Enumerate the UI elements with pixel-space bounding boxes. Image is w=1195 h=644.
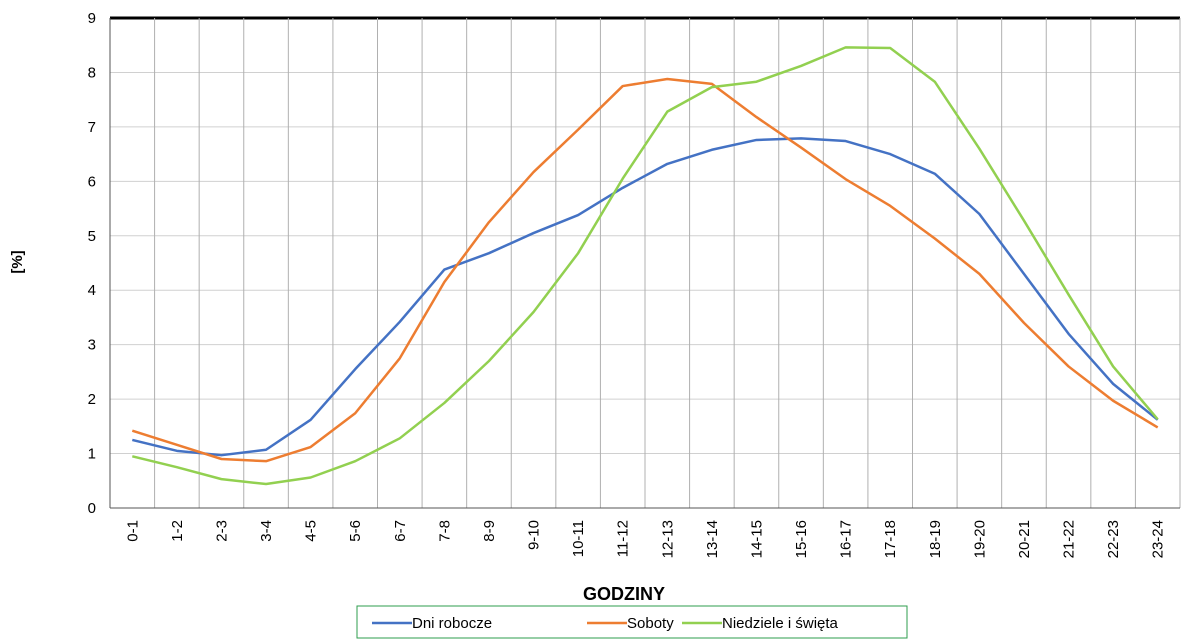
x-tick-label: 19-20 [971, 520, 988, 558]
x-tick-label: 21-22 [1061, 520, 1078, 558]
x-tick-label: 23-24 [1150, 520, 1167, 558]
x-tick-label: 5-6 [347, 520, 364, 542]
x-tick-label: 22-23 [1105, 520, 1122, 558]
series-line [131, 137, 1159, 457]
legend-label: Niedziele i święta [722, 615, 839, 632]
x-tick-label: 8-9 [481, 520, 498, 542]
x-tick-label: 11-12 [615, 520, 632, 557]
x-tick-label: 15-16 [793, 520, 810, 558]
series-line [131, 77, 1159, 463]
x-tick-label: 4-5 [303, 520, 320, 542]
x-tick-label: 13-14 [704, 520, 721, 558]
x-tick-label: 2-3 [213, 520, 230, 542]
legend-box [356, 605, 908, 639]
series-line [131, 46, 1159, 486]
x-axis-title: GODZINY [583, 584, 665, 604]
y-tick-label: 6 [88, 173, 96, 190]
x-tick-label: 20-21 [1016, 520, 1033, 558]
legend-label: Soboty [627, 615, 674, 632]
y-axis-title: [%] [9, 250, 26, 273]
legend-label: Dni robocze [412, 615, 492, 632]
x-tick-label: 3-4 [258, 520, 275, 542]
x-tick-label: 12-13 [659, 520, 676, 558]
x-tick-label: 14-15 [748, 520, 765, 558]
x-tick-label: 10-11 [570, 520, 587, 557]
y-tick-label: 4 [88, 282, 96, 299]
x-tick-label: 6-7 [392, 520, 409, 542]
y-tick-label: 1 [88, 446, 96, 463]
y-tick-label: 5 [88, 228, 96, 245]
y-tick-label: 8 [88, 64, 96, 81]
x-tick-label: 9-10 [526, 520, 543, 550]
x-tick-label: 1-2 [169, 520, 186, 542]
y-tick-label: 0 [88, 500, 96, 517]
x-tick-label: 0-1 [124, 520, 141, 542]
y-tick-label: 7 [88, 119, 96, 136]
y-tick-label: 2 [88, 391, 96, 408]
x-tick-label: 7-8 [436, 520, 453, 542]
x-tick-label: 18-19 [927, 520, 944, 558]
x-tick-label: 16-17 [838, 520, 855, 558]
y-tick-label: 3 [88, 337, 96, 354]
y-tick-label: 9 [88, 10, 96, 27]
x-tick-label: 17-18 [882, 520, 899, 558]
